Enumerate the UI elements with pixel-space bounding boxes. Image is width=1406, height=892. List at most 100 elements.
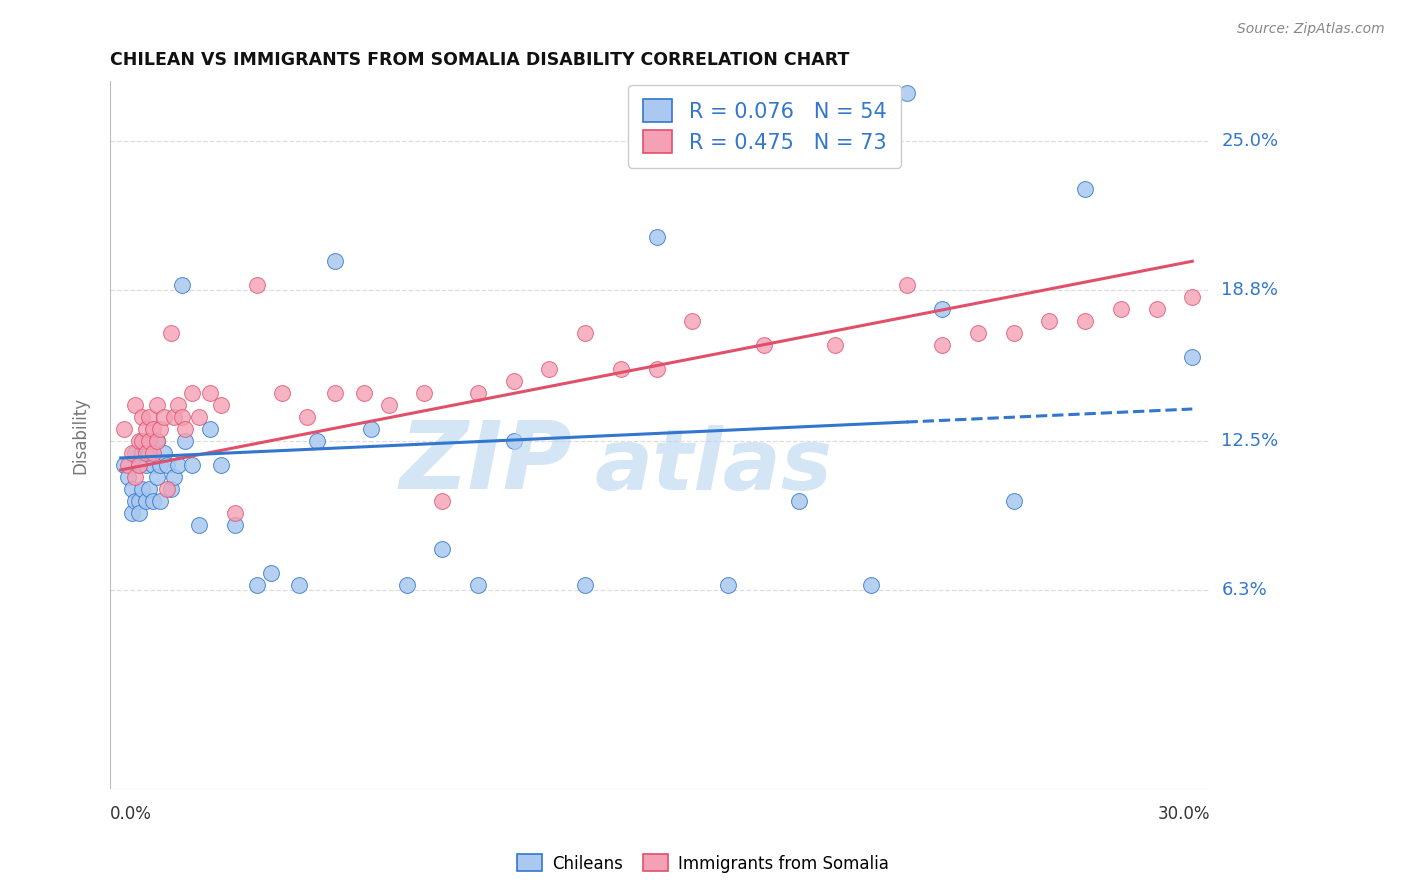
Text: 25.0%: 25.0% bbox=[1222, 132, 1278, 151]
Point bbox=[1109, 302, 1132, 317]
Point bbox=[353, 386, 375, 401]
Point bbox=[538, 362, 561, 376]
Point bbox=[288, 578, 311, 592]
Point bbox=[156, 458, 179, 472]
Point bbox=[181, 386, 204, 401]
Point bbox=[149, 494, 172, 508]
Point bbox=[149, 422, 172, 436]
Text: atlas: atlas bbox=[595, 425, 832, 508]
Point bbox=[1216, 290, 1239, 304]
Point bbox=[413, 386, 436, 401]
Point bbox=[124, 446, 146, 460]
Point bbox=[1002, 494, 1025, 508]
Point bbox=[152, 446, 174, 460]
Point bbox=[209, 398, 232, 412]
Point bbox=[295, 410, 318, 425]
Point bbox=[574, 326, 596, 341]
Point bbox=[131, 446, 153, 460]
Text: 18.8%: 18.8% bbox=[1222, 281, 1278, 299]
Point bbox=[121, 506, 143, 520]
Point bbox=[142, 494, 165, 508]
Point bbox=[135, 494, 157, 508]
Point bbox=[131, 410, 153, 425]
Point bbox=[574, 578, 596, 592]
Point bbox=[1395, 254, 1406, 268]
Point bbox=[752, 338, 775, 352]
Point bbox=[174, 434, 197, 449]
Point bbox=[1146, 302, 1168, 317]
Point bbox=[1360, 254, 1382, 268]
Point bbox=[432, 542, 454, 557]
Point bbox=[145, 470, 167, 484]
Point bbox=[1038, 314, 1060, 328]
Point bbox=[138, 482, 160, 496]
Point bbox=[270, 386, 292, 401]
Text: 12.5%: 12.5% bbox=[1222, 432, 1278, 450]
Point bbox=[170, 410, 193, 425]
Point bbox=[152, 410, 174, 425]
Point bbox=[198, 386, 221, 401]
Point bbox=[1002, 326, 1025, 341]
Point bbox=[142, 446, 165, 460]
Point bbox=[931, 338, 953, 352]
Point bbox=[1074, 182, 1097, 196]
Point bbox=[681, 314, 703, 328]
Point bbox=[824, 338, 846, 352]
Point bbox=[131, 434, 153, 449]
Legend: R = 0.076   N = 54, R = 0.475   N = 73: R = 0.076 N = 54, R = 0.475 N = 73 bbox=[628, 85, 901, 168]
Point bbox=[145, 434, 167, 449]
Point bbox=[859, 578, 882, 592]
Point bbox=[163, 410, 186, 425]
Point bbox=[174, 422, 197, 436]
Point bbox=[181, 458, 204, 472]
Point bbox=[128, 506, 150, 520]
Point bbox=[360, 422, 382, 436]
Point bbox=[1181, 350, 1204, 364]
Point bbox=[502, 434, 524, 449]
Point bbox=[138, 434, 160, 449]
Point bbox=[224, 506, 246, 520]
Point bbox=[198, 422, 221, 436]
Point bbox=[717, 578, 740, 592]
Point bbox=[142, 458, 165, 472]
Point bbox=[467, 386, 489, 401]
Point bbox=[1253, 278, 1275, 293]
Point bbox=[1253, 542, 1275, 557]
Point bbox=[967, 326, 990, 341]
Text: 6.3%: 6.3% bbox=[1222, 581, 1267, 599]
Point bbox=[167, 458, 190, 472]
Point bbox=[170, 278, 193, 293]
Point bbox=[156, 482, 179, 496]
Point bbox=[138, 410, 160, 425]
Point bbox=[323, 254, 346, 268]
Point bbox=[159, 326, 181, 341]
Y-axis label: Disability: Disability bbox=[72, 397, 89, 474]
Text: 30.0%: 30.0% bbox=[1157, 805, 1211, 823]
Point bbox=[260, 566, 283, 580]
Point bbox=[121, 482, 143, 496]
Point bbox=[1288, 278, 1310, 293]
Point bbox=[188, 518, 211, 533]
Point bbox=[128, 434, 150, 449]
Point bbox=[135, 446, 157, 460]
Point bbox=[432, 494, 454, 508]
Point bbox=[145, 398, 167, 412]
Point bbox=[149, 458, 172, 472]
Point bbox=[1074, 314, 1097, 328]
Point bbox=[128, 458, 150, 472]
Point bbox=[645, 230, 668, 244]
Point bbox=[124, 398, 146, 412]
Point bbox=[377, 398, 399, 412]
Point bbox=[117, 458, 139, 472]
Point bbox=[789, 494, 811, 508]
Point bbox=[167, 398, 190, 412]
Point bbox=[135, 458, 157, 472]
Point bbox=[188, 410, 211, 425]
Point bbox=[131, 482, 153, 496]
Point bbox=[124, 470, 146, 484]
Point bbox=[112, 422, 135, 436]
Text: ZIP: ZIP bbox=[399, 417, 572, 509]
Point bbox=[209, 458, 232, 472]
Point bbox=[645, 362, 668, 376]
Point bbox=[128, 458, 150, 472]
